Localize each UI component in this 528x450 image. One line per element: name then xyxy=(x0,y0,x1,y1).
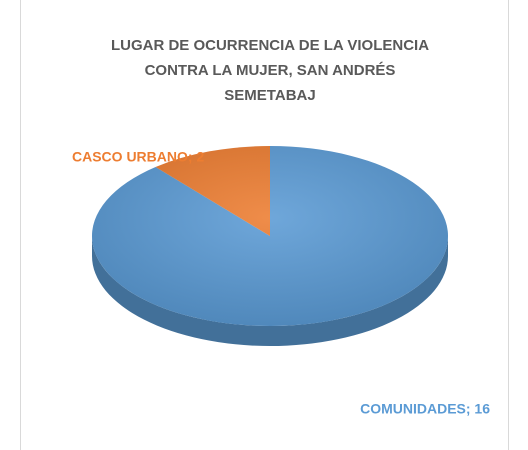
data-label: CASCO URBANO; 2 xyxy=(72,149,204,165)
data-label: COMUNIDADES; 16 xyxy=(360,401,490,417)
title-line: LUGAR DE OCURRENCIA DE LA VIOLENCIA xyxy=(111,37,429,54)
pie-side xyxy=(92,236,448,346)
title-line: CONTRA LA MUJER, SAN ANDRÉS xyxy=(145,62,396,79)
title-line: SEMETABAJ xyxy=(224,87,315,104)
pie-shading xyxy=(92,146,448,326)
chart-title: LUGAR DE OCURRENCIA DE LA VIOLENCIA CONTR… xyxy=(111,37,429,104)
